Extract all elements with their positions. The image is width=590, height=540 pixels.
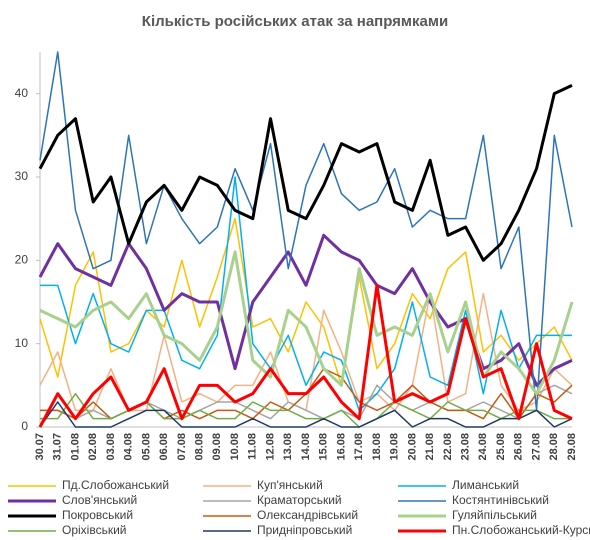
series-line: [38, 83, 573, 262]
series-line: [40, 176, 572, 412]
x-tick-label: 03.08: [105, 433, 117, 461]
y-tick-label: 10: [15, 336, 29, 350]
x-tick-label: 21.08: [424, 433, 436, 461]
legend-label: Оріхівський: [62, 523, 127, 537]
x-tick-label: 01.08: [69, 433, 81, 461]
series-line: [39, 401, 573, 428]
x-tick-label: 31.07: [52, 433, 64, 461]
x-tick-label: 16.08: [335, 433, 347, 461]
x-tick-label: 05.08: [140, 433, 152, 461]
y-tick-label: 40: [15, 86, 29, 100]
x-tick-label: 30.07: [34, 433, 46, 461]
legend-label: Покровський: [62, 508, 133, 522]
legend-label: Куп'янський: [257, 478, 323, 492]
x-tick-label: 17.08: [353, 433, 365, 461]
legend-label: Гуляйпільський: [452, 508, 537, 522]
x-tick-label: 20.08: [406, 433, 418, 461]
x-tick-label: 12.08: [264, 433, 276, 461]
x-tick-label: 26.08: [513, 433, 525, 461]
legend-label: Краматорський: [257, 493, 342, 507]
legend-label: Лиманський: [452, 478, 519, 492]
x-tick-label: 08.08: [194, 433, 206, 461]
x-tick-label: 29.08: [566, 433, 578, 461]
series-line: [39, 51, 573, 412]
x-tick-label: 24.08: [477, 433, 489, 461]
legend-label: Слов'янський: [62, 493, 137, 507]
x-tick-label: 18.08: [371, 433, 383, 461]
x-tick-label: 11.08: [247, 433, 259, 460]
legend-label: Пд.Слобожанський: [62, 478, 169, 492]
legend-label: Костянтинівський: [452, 493, 549, 507]
y-tick-label: 30: [15, 169, 29, 183]
x-tick-label: 04.08: [123, 433, 135, 461]
x-tick-label: 25.08: [495, 433, 507, 461]
x-tick-label: 10.08: [229, 433, 241, 461]
x-tick-label: 06.08: [158, 433, 170, 461]
x-tick-label: 28.08: [548, 433, 560, 461]
x-tick-label: 22.08: [442, 433, 454, 461]
x-tick-label: 15.08: [318, 433, 330, 461]
chart-title: Кількість російських атак за напрямками: [142, 13, 448, 30]
x-tick-label: 09.08: [211, 433, 223, 461]
x-tick-label: 14.08: [300, 433, 312, 461]
series-line: [38, 283, 573, 428]
x-tick-label: 13.08: [282, 433, 294, 461]
x-tick-label: 07.08: [176, 433, 188, 461]
x-tick-label: 02.08: [87, 433, 99, 461]
x-tick-label: 23.08: [460, 433, 472, 461]
x-tick-label: 27.08: [530, 433, 542, 461]
legend-label: Придніпровський: [257, 523, 352, 537]
x-tick-label: 19.08: [389, 433, 401, 461]
y-tick-label: 20: [15, 253, 29, 267]
legend-label: Олександрівський: [257, 508, 358, 522]
series-line: [39, 217, 573, 387]
legend-label: Пн.Слобожанський-Курський: [452, 523, 590, 537]
y-tick-label: 0: [21, 419, 28, 433]
